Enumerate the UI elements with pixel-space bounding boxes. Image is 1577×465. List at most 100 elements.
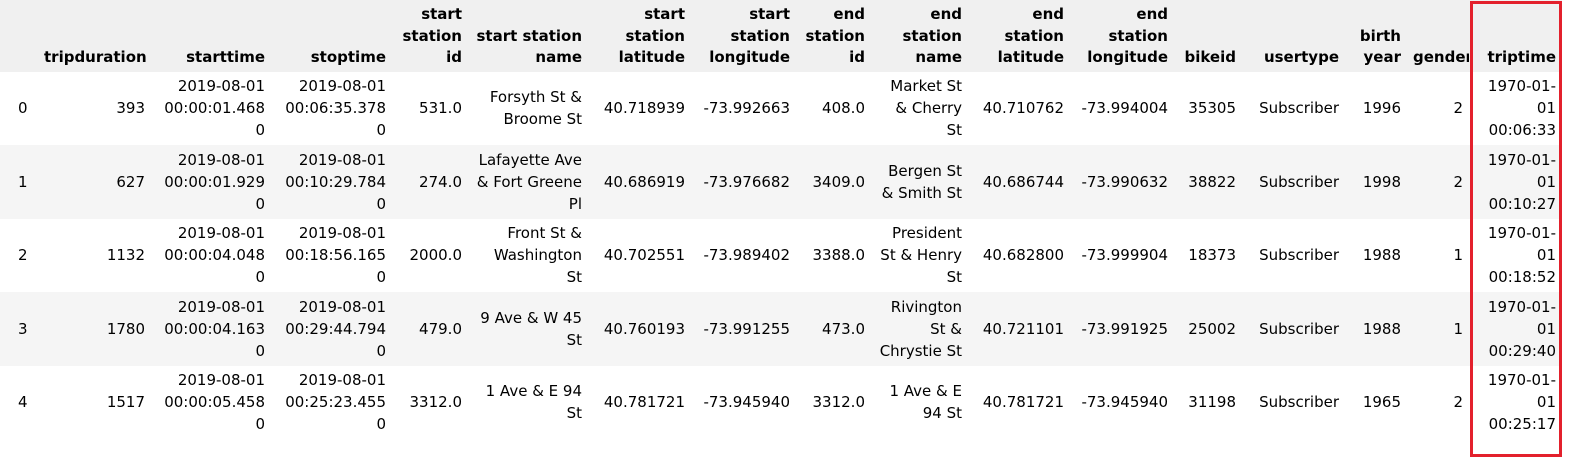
cell-start-station-latitude: 40.760193 — [588, 292, 691, 366]
column-header-start-station-name: start station name — [468, 0, 588, 72]
cell-end-station-longitude: -73.994004 — [1070, 71, 1174, 145]
cell-end-station-id: 3388.0 — [796, 218, 871, 292]
column-header — [0, 0, 38, 72]
cell-stoptime: 2019-08-01 00:10:29.7840 — [271, 145, 392, 219]
column-header-birth-year: birth year — [1345, 0, 1407, 72]
cell-end-station-longitude: -73.991925 — [1070, 292, 1174, 366]
row-index: 2 — [0, 218, 38, 292]
column-header-tripduration: tripduration — [38, 0, 151, 72]
cell-start-station-longitude: -73.989402 — [691, 218, 796, 292]
cell-end-station-longitude: -73.999904 — [1070, 218, 1174, 292]
cell-gender: 2 — [1407, 145, 1469, 219]
cell-starttime: 2019-08-01 00:00:05.4580 — [151, 365, 271, 439]
cell-gender: 1 — [1407, 218, 1469, 292]
cell-triptime: 1970-01-01 00:06:33 — [1469, 71, 1562, 145]
cell-start-station-id: 531.0 — [392, 71, 468, 145]
cell-start-station-name: 9 Ave & W 45 St — [468, 292, 588, 366]
cell-stoptime: 2019-08-01 00:25:23.4550 — [271, 365, 392, 439]
column-header-start-station-longitude: start station longitude — [691, 0, 796, 72]
column-header-gender: gender — [1407, 0, 1469, 72]
cell-stoptime: 2019-08-01 00:18:56.1650 — [271, 218, 392, 292]
table-row: 1 627 2019-08-01 00:00:01.9290 2019-08-01 0… — [0, 145, 1562, 219]
cell-bikeid: 35305 — [1174, 71, 1242, 145]
cell-usertype: Subscriber — [1242, 292, 1345, 366]
cell-birth-year: 1998 — [1345, 145, 1407, 219]
cell-birth-year: 1988 — [1345, 292, 1407, 366]
cell-end-station-longitude: -73.990632 — [1070, 145, 1174, 219]
column-header-end-station-name: end station name — [871, 0, 968, 72]
cell-tripduration: 1517 — [38, 365, 151, 439]
cell-stoptime: 2019-08-01 00:06:35.3780 — [271, 71, 392, 145]
cell-usertype: Subscriber — [1242, 71, 1345, 145]
cell-gender: 2 — [1407, 71, 1469, 145]
cell-end-station-latitude: 40.721101 — [968, 292, 1070, 366]
cell-tripduration: 393 — [38, 71, 151, 145]
cell-end-station-longitude: -73.945940 — [1070, 365, 1174, 439]
cell-usertype: Subscriber — [1242, 365, 1345, 439]
cell-start-station-id: 479.0 — [392, 292, 468, 366]
cell-starttime: 2019-08-01 00:00:01.4680 — [151, 71, 271, 145]
cell-end-station-name: 1 Ave & E 94 St — [871, 365, 968, 439]
cell-start-station-latitude: 40.718939 — [588, 71, 691, 145]
cell-stoptime: 2019-08-01 00:29:44.7940 — [271, 292, 392, 366]
cell-start-station-name: Front St & Washington St — [468, 218, 588, 292]
cell-tripduration: 1132 — [38, 218, 151, 292]
cell-start-station-longitude: -73.991255 — [691, 292, 796, 366]
cell-starttime: 2019-08-01 00:00:01.9290 — [151, 145, 271, 219]
cell-end-station-id: 3409.0 — [796, 145, 871, 219]
dataframe-table: tripduration starttime stoptime start st… — [0, 0, 1562, 439]
column-header-stoptime: stoptime — [271, 0, 392, 72]
column-header-bikeid: bikeid — [1174, 0, 1242, 72]
cell-start-station-latitude: 40.702551 — [588, 218, 691, 292]
cell-end-station-latitude: 40.781721 — [968, 365, 1070, 439]
cell-starttime: 2019-08-01 00:00:04.0480 — [151, 218, 271, 292]
table-row: 3 1780 2019-08-01 00:00:04.1630 2019-08-01 … — [0, 292, 1562, 366]
cell-start-station-id: 2000.0 — [392, 218, 468, 292]
table-row: 2 1132 2019-08-01 00:00:04.0480 2019-08-01 … — [0, 218, 1562, 292]
cell-starttime: 2019-08-01 00:00:04.1630 — [151, 292, 271, 366]
cell-birth-year: 1996 — [1345, 71, 1407, 145]
row-index: 3 — [0, 292, 38, 366]
cell-start-station-id: 274.0 — [392, 145, 468, 219]
column-header-end-station-longitude: end station longitude — [1070, 0, 1174, 72]
cell-bikeid: 31198 — [1174, 365, 1242, 439]
cell-start-station-name: 1 Ave & E 94 St — [468, 365, 588, 439]
column-header-start-station-id: start station id — [392, 0, 468, 72]
cell-start-station-latitude: 40.686919 — [588, 145, 691, 219]
cell-triptime: 1970-01-01 00:18:52 — [1469, 218, 1562, 292]
table-header-row: tripduration starttime stoptime start st… — [0, 0, 1562, 72]
cell-triptime: 1970-01-01 00:29:40 — [1469, 292, 1562, 366]
cell-end-station-name: President St & Henry St — [871, 218, 968, 292]
cell-end-station-name: Market St & Cherry St — [871, 71, 968, 145]
row-index: 0 — [0, 71, 38, 145]
row-index: 4 — [0, 365, 38, 439]
column-header-triptime: triptime — [1469, 0, 1562, 72]
cell-end-station-id: 473.0 — [796, 292, 871, 366]
cell-end-station-id: 408.0 — [796, 71, 871, 145]
cell-end-station-id: 3312.0 — [796, 365, 871, 439]
table-row: 4 1517 2019-08-01 00:00:05.4580 2019-08-01 … — [0, 365, 1562, 439]
cell-usertype: Subscriber — [1242, 145, 1345, 219]
column-header-end-station-latitude: end station latitude — [968, 0, 1070, 72]
column-header-end-station-id: end station id — [796, 0, 871, 72]
cell-bikeid: 18373 — [1174, 218, 1242, 292]
cell-start-station-longitude: -73.992663 — [691, 71, 796, 145]
cell-birth-year: 1988 — [1345, 218, 1407, 292]
cell-end-station-latitude: 40.682800 — [968, 218, 1070, 292]
cell-end-station-name: Rivington St & Chrystie St — [871, 292, 968, 366]
cell-end-station-latitude: 40.686744 — [968, 145, 1070, 219]
table-body: 0 393 2019-08-01 00:00:01.4680 2019-08-01 0… — [0, 71, 1562, 439]
column-header-usertype: usertype — [1242, 0, 1345, 72]
table-row: 0 393 2019-08-01 00:00:01.4680 2019-08-01 0… — [0, 71, 1562, 145]
cell-gender: 2 — [1407, 365, 1469, 439]
cell-bikeid: 38822 — [1174, 145, 1242, 219]
cell-start-station-name: Forsyth St & Broome St — [468, 71, 588, 145]
column-header-starttime: starttime — [151, 0, 271, 72]
cell-gender: 1 — [1407, 292, 1469, 366]
column-header-start-station-latitude: start station latitude — [588, 0, 691, 72]
row-index: 1 — [0, 145, 38, 219]
cell-tripduration: 1780 — [38, 292, 151, 366]
cell-bikeid: 25002 — [1174, 292, 1242, 366]
cell-usertype: Subscriber — [1242, 218, 1345, 292]
